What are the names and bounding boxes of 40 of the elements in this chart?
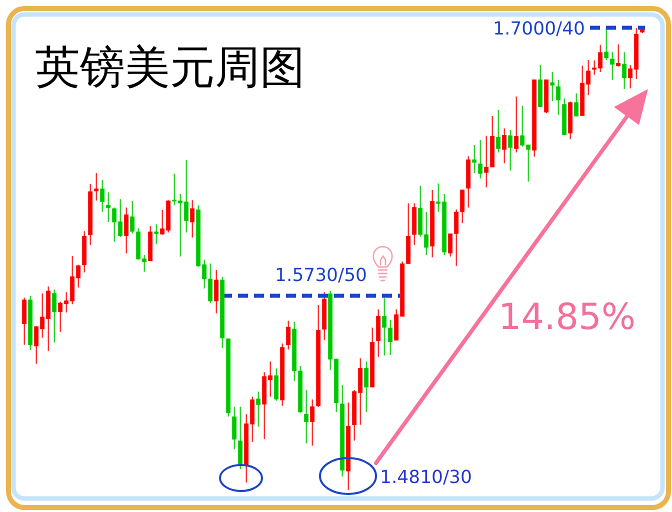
annotation: 1.4810/30	[380, 467, 472, 488]
candlestick	[94, 172, 98, 202]
candlestick	[472, 144, 476, 174]
candlestick	[190, 200, 194, 238]
candlestick	[574, 92, 578, 117]
candlestick	[484, 135, 488, 188]
candlestick	[550, 72, 554, 102]
candlestick	[286, 320, 290, 350]
annotation: 14.85%	[498, 297, 636, 338]
candlestick	[274, 368, 278, 402]
candlestick	[502, 128, 506, 164]
candlestick	[100, 179, 104, 212]
candlestick	[610, 51, 614, 80]
candlestick	[154, 224, 158, 245]
candlestick	[622, 52, 626, 90]
candlestick	[496, 110, 500, 153]
candlestick	[364, 360, 368, 412]
candlestick	[616, 44, 620, 68]
candlestick	[238, 406, 242, 470]
candlestick	[106, 192, 110, 222]
chart-title: 英镑美元周图	[35, 40, 305, 94]
candlestick	[124, 207, 128, 254]
candlestick	[556, 79, 560, 116]
candlestick	[310, 398, 314, 446]
ref-line-label: 1.7000/40	[493, 18, 585, 40]
candlestick	[604, 27, 608, 60]
ref-line-label: 1.5730/50	[275, 264, 367, 286]
candlestick	[388, 319, 392, 356]
candlestick	[52, 288, 56, 343]
candlestick	[22, 297, 26, 346]
candlestick	[460, 190, 464, 224]
candlestick	[214, 270, 218, 314]
candlestick	[382, 298, 386, 356]
candlestick	[508, 129, 512, 172]
candlestick	[304, 390, 308, 444]
candlestick	[514, 96, 518, 153]
candlestick	[232, 406, 236, 450]
candlestick	[478, 140, 482, 179]
candlestick	[130, 200, 134, 234]
candlestick	[256, 391, 260, 428]
